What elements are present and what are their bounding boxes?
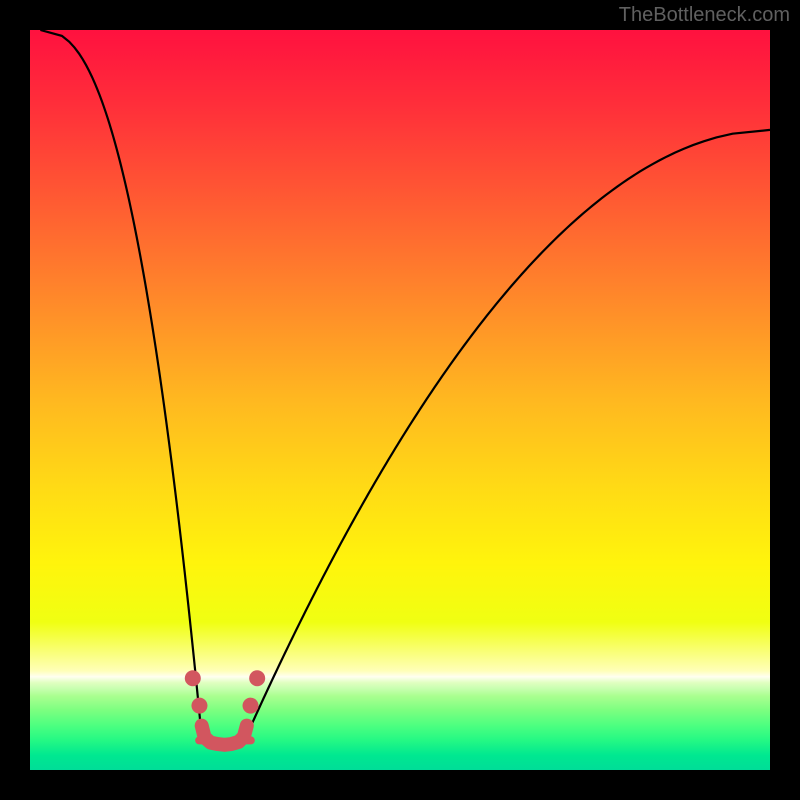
marker-dot-left-2 xyxy=(191,698,207,714)
chart-container: TheBottleneck.com xyxy=(0,0,800,800)
marker-dot-right-2 xyxy=(243,698,259,714)
marker-dot-left-1 xyxy=(185,670,201,686)
marker-cap-right xyxy=(239,736,255,744)
marker-dot-right-1 xyxy=(249,670,265,686)
gradient-background xyxy=(30,30,770,770)
plot-area xyxy=(30,30,770,770)
bottleneck-curve-chart xyxy=(30,30,770,770)
watermark-text: TheBottleneck.com xyxy=(619,4,790,27)
marker-cap-left xyxy=(195,736,211,744)
